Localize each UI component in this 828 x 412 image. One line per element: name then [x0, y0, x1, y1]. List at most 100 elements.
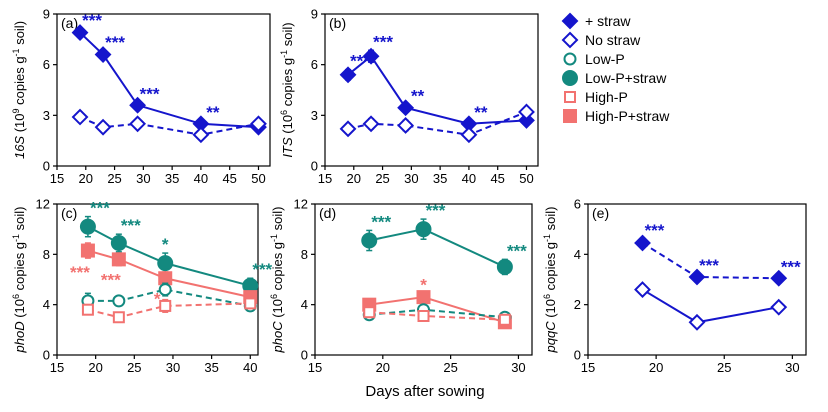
- significance-label: **: [474, 103, 488, 122]
- x-tick-label: 25: [717, 360, 731, 375]
- legend-label: + straw: [585, 13, 631, 29]
- legend-marker: [564, 91, 576, 103]
- y-tick-label: 12: [36, 197, 50, 212]
- y-tick-label: 12: [294, 197, 308, 212]
- y-tick-label: 3: [311, 108, 318, 123]
- significance-label: ***: [507, 241, 527, 260]
- legend-item: + straw: [561, 12, 631, 30]
- x-tick-label: 15: [308, 360, 322, 375]
- series-low-p-straw: *** *** ***: [361, 201, 527, 276]
- legend-label: Low-P: [585, 51, 625, 67]
- legend-marker: [563, 109, 577, 123]
- y-tick-label: 9: [311, 7, 318, 22]
- series-low-p: [362, 303, 512, 324]
- data-point: [498, 313, 511, 326]
- y-tick-label: 0: [43, 159, 50, 174]
- y-tick-label: 0: [301, 348, 308, 363]
- legend-label: Low-P+straw: [585, 70, 667, 86]
- data-point: [129, 96, 147, 114]
- data-point: [415, 221, 432, 238]
- significance-label: **: [411, 86, 425, 105]
- significance-label: ***: [70, 263, 90, 282]
- series-high-p-straw: *: [362, 275, 512, 330]
- plot-frame: [587, 203, 807, 356]
- y-tick-label: 4: [43, 297, 50, 312]
- legend-item: High-P+straw: [563, 108, 670, 124]
- x-tick-label: 20: [649, 360, 663, 375]
- series--straw: **********: [339, 32, 535, 133]
- series-line: [87, 225, 251, 287]
- data-point: [362, 47, 380, 65]
- data-point: [634, 281, 651, 298]
- y-axis-label: pqqC (106 copies g-1 soil): [542, 206, 558, 353]
- significance-label: *: [162, 235, 169, 254]
- series-line: [87, 249, 251, 299]
- y-tick-label: 0: [574, 348, 581, 363]
- x-tick-label: 30: [404, 171, 418, 186]
- data-point: [397, 117, 415, 134]
- data-point: [518, 103, 535, 121]
- series-line: [347, 111, 527, 136]
- y-axis-label: phoD (106 copies g-1 soil): [11, 206, 27, 353]
- legend-marker: [561, 31, 579, 49]
- data-point: [362, 115, 380, 133]
- x-tick-label: 35: [204, 360, 218, 375]
- data-point: [688, 313, 706, 331]
- data-point: [112, 311, 125, 324]
- significance-label: ***: [252, 260, 272, 279]
- series--straw: *** *** ***: [634, 221, 801, 287]
- x-tick-label: 25: [107, 171, 121, 186]
- data-point: [71, 24, 89, 41]
- series-line: [641, 288, 779, 324]
- data-point: [158, 271, 173, 286]
- significance-label: ***: [121, 216, 141, 235]
- significance-label: ***: [90, 199, 110, 218]
- x-tick-label: 15: [318, 171, 332, 186]
- x-tick-label: 20: [376, 360, 390, 375]
- y-tick-label: 0: [311, 159, 318, 174]
- significance-label: *: [420, 275, 427, 294]
- x-tick-label: 45: [490, 171, 504, 186]
- significance-label: ***: [699, 256, 719, 275]
- legend-label: No straw: [585, 32, 641, 48]
- data-point: [688, 268, 706, 286]
- x-tick-label: 20: [347, 171, 361, 186]
- data-point: [250, 115, 267, 133]
- data-point: [244, 297, 257, 310]
- y-tick-label: 2: [574, 297, 581, 312]
- data-point: [634, 234, 651, 252]
- x-tick-label: 40: [194, 171, 208, 186]
- data-point: [157, 255, 174, 272]
- panel-label: (a): [61, 15, 78, 31]
- x-tick-label: 40: [243, 360, 257, 375]
- plot-frame: [56, 13, 271, 167]
- x-tick-label: 30: [166, 360, 180, 375]
- data-point: [112, 294, 126, 308]
- data-point: [81, 303, 94, 316]
- legend-item: Low-P: [563, 51, 625, 67]
- y-tick-label: 6: [43, 57, 50, 72]
- x-tick-label: 20: [79, 171, 93, 186]
- legend-item: High-P: [564, 89, 628, 105]
- y-tick-label: 4: [301, 297, 308, 312]
- data-point: [339, 120, 357, 138]
- legend-marker: [562, 70, 578, 86]
- significance-label: ***: [373, 32, 393, 51]
- y-axis-label: phoC (106 copies g-1 soil): [269, 206, 285, 353]
- significance-label: ***: [371, 212, 391, 231]
- legend-label: High-P+straw: [585, 108, 670, 124]
- data-point: [363, 306, 376, 319]
- significance-label: ***: [781, 258, 801, 277]
- x-tick-label: 30: [136, 171, 150, 186]
- significance-label: ***: [645, 221, 665, 240]
- series-high-p-straw: *** ****: [70, 242, 258, 309]
- x-tick-label: 25: [443, 360, 457, 375]
- significance-label: ***: [140, 85, 160, 104]
- panel-label: (e): [592, 205, 609, 221]
- x-tick-label: 50: [251, 171, 265, 186]
- y-tick-label: 8: [301, 247, 308, 262]
- data-point: [129, 115, 147, 133]
- data-point: [361, 232, 378, 249]
- y-tick-label: 0: [43, 348, 50, 363]
